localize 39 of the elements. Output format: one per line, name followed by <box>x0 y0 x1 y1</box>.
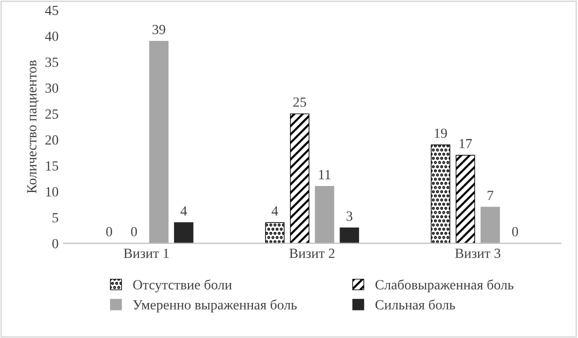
y-tick-label: 25 <box>45 109 58 119</box>
legend-label: Слабовыраженная боль <box>375 279 514 292</box>
legend-label: Отсутствие боли <box>133 279 232 292</box>
bar <box>174 222 194 244</box>
bar <box>430 144 450 244</box>
y-tick-label: 20 <box>45 135 58 145</box>
x-tick-label: Визит 1 <box>124 248 169 258</box>
data-label: 0 <box>512 227 518 236</box>
y-tick-label: 40 <box>45 32 58 42</box>
bar <box>340 227 360 244</box>
bar <box>314 186 334 244</box>
data-label: 25 <box>293 97 306 107</box>
data-label: 3 <box>346 211 352 221</box>
data-label: 7 <box>488 190 494 200</box>
x-tick-label: Визит 3 <box>455 248 500 258</box>
bar <box>290 113 310 244</box>
data-label: 19 <box>434 128 447 138</box>
data-label: 39 <box>152 24 166 34</box>
y-tick-label: 10 <box>46 187 58 196</box>
legend-label: Сильная боль <box>375 299 455 310</box>
bar <box>456 154 476 244</box>
data-label: 17 <box>460 138 472 148</box>
bar <box>265 222 285 244</box>
bar <box>149 40 169 244</box>
y-tick-label: 5 <box>52 213 58 222</box>
y-tick-label: 45 <box>45 6 58 16</box>
y-tick-label: 0 <box>52 238 58 248</box>
y-axis-title: Количество пациентов <box>27 60 40 194</box>
y-tick-label: 15 <box>46 161 58 171</box>
data-label: 0 <box>131 227 137 236</box>
data-label: 0 <box>106 227 112 236</box>
data-label: 11 <box>319 170 330 180</box>
y-tick-label: 30 <box>45 83 58 93</box>
y-tick-label: 35 <box>45 58 58 67</box>
bar <box>480 206 500 244</box>
x-tick-label: Визит 2 <box>289 248 334 258</box>
data-label: 4 <box>272 206 278 216</box>
data-label: 4 <box>180 206 187 216</box>
legend-label: Умеренно выраженная боль <box>133 299 297 312</box>
